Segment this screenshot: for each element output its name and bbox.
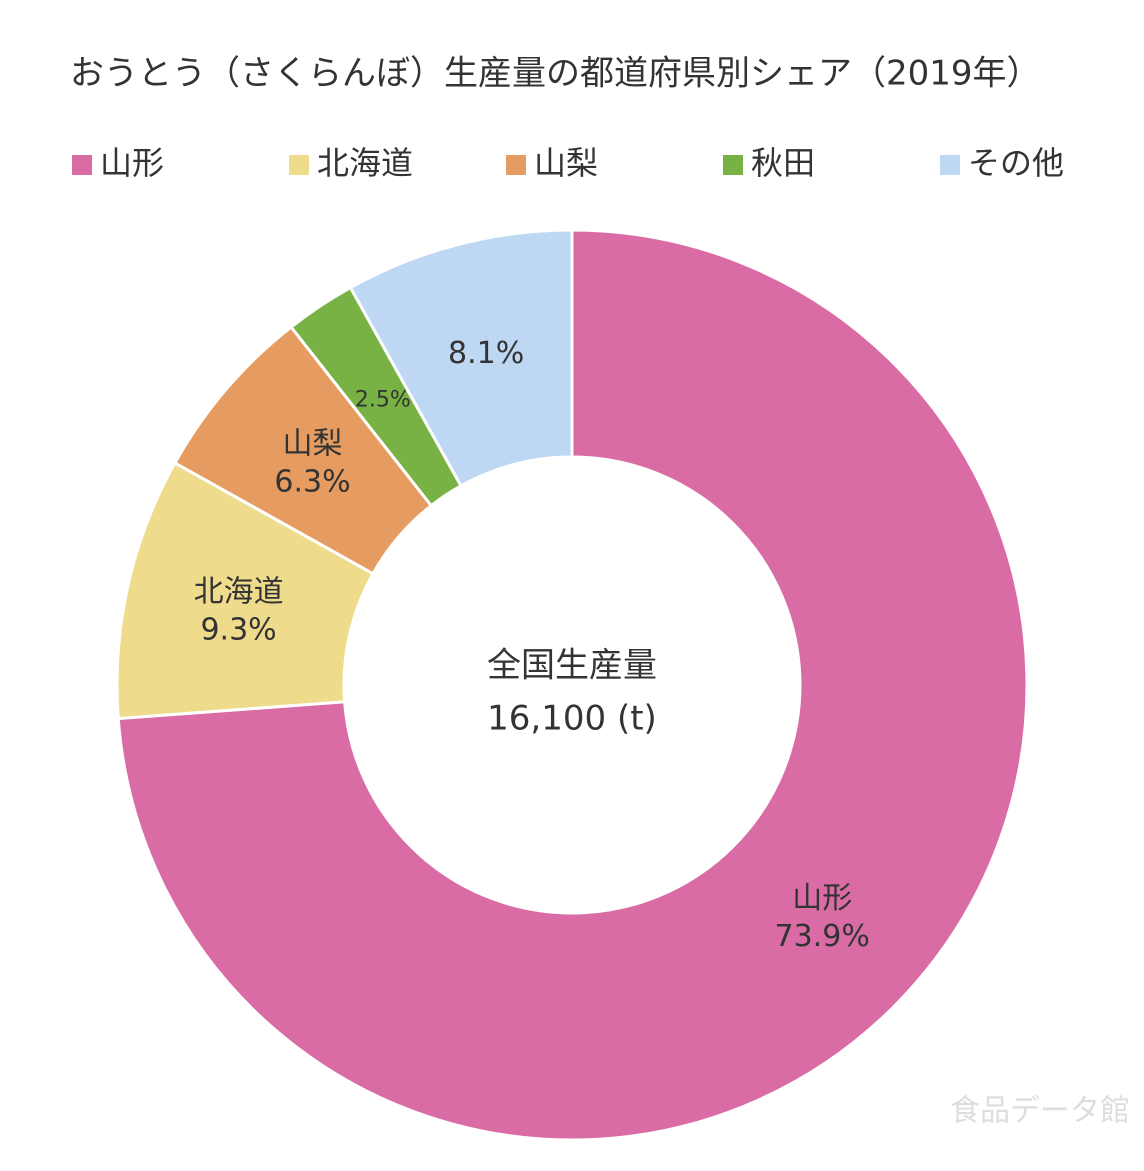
data-label-category: 北海道: [194, 575, 284, 610]
center-value: 16,100 (t): [487, 699, 657, 739]
legend-label: 北海道: [317, 144, 413, 182]
legend-swatch: [723, 155, 743, 175]
data-label: 73.9%: [775, 919, 870, 954]
legend-swatch: [72, 155, 92, 175]
data-label-category: 山梨: [283, 426, 343, 461]
data-label: 6.3%: [274, 464, 350, 499]
legend-label: その他: [968, 144, 1064, 182]
center-label: 全国生産量: [487, 646, 657, 686]
data-label-category: 山形: [792, 881, 852, 916]
legend-swatch: [289, 155, 309, 175]
legend-swatch: [940, 155, 960, 175]
chart-title: おうとう（さくらんぼ）生産量の都道府県別シェア（2019年）: [70, 54, 1041, 94]
legend-label: 山形: [100, 144, 164, 182]
legend-label: 秋田: [751, 144, 815, 182]
donut-slice: [116, 228, 1029, 1142]
legend-label: 山梨: [534, 144, 598, 182]
legend-swatch: [506, 155, 526, 175]
data-label: 2.5%: [355, 388, 411, 413]
donut-slice: [348, 228, 574, 488]
watermark: 食品データ館: [950, 1094, 1130, 1129]
data-label: 8.1%: [448, 336, 524, 371]
data-label: 9.3%: [200, 613, 276, 648]
